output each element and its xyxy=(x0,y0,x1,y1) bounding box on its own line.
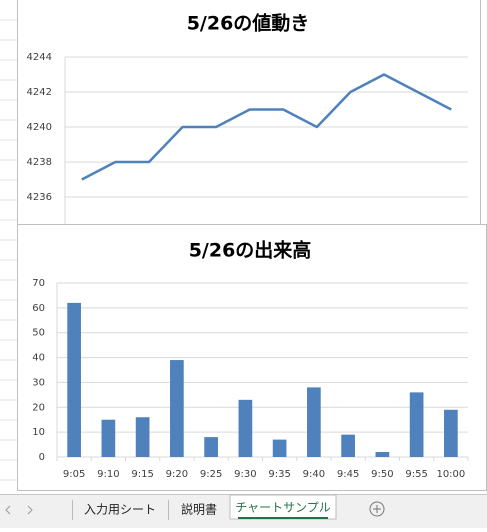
bar xyxy=(204,437,218,457)
prev-sheet[interactable] xyxy=(5,505,11,515)
x-tick-label: 9:20 xyxy=(166,469,188,480)
y-tick-label: 4242 xyxy=(27,87,52,98)
bar xyxy=(135,417,150,457)
x-tick-label: 9:10 xyxy=(97,469,119,480)
x-tick-label: 9:05 xyxy=(63,469,85,480)
bar xyxy=(238,399,253,457)
y-tick-label: 0 xyxy=(39,452,45,463)
y-tick-label: 60 xyxy=(32,303,45,314)
add-sheet[interactable] xyxy=(369,501,385,517)
y-tick-label: 20 xyxy=(32,402,45,413)
bar xyxy=(67,302,81,457)
bar xyxy=(444,409,458,457)
sheet-tab[interactable]: チャートサンプル xyxy=(235,501,331,515)
x-tick-label: 9:15 xyxy=(131,469,153,480)
x-tick-label: 9:55 xyxy=(405,469,427,480)
chart-frame xyxy=(17,0,481,240)
sheet-grid xyxy=(0,19,17,481)
bar xyxy=(170,360,184,457)
chart-title: 5/26の値動き xyxy=(187,13,310,35)
active-tab[interactable] xyxy=(229,494,337,520)
chart-title: 5/26の出来高 xyxy=(189,239,312,262)
tab-bar: 入力用シート 説明書 チャートサンプル xyxy=(0,494,487,528)
x-tick-label: 9:50 xyxy=(371,469,393,480)
price-chart[interactable]: 5/26の値動き 4236 4238 4240 4242 4244 xyxy=(17,0,481,240)
next-sheet[interactable] xyxy=(27,505,33,515)
y-tick-label: 50 xyxy=(32,328,45,339)
bar xyxy=(307,387,321,457)
y-tick-label: 40 xyxy=(32,353,45,364)
x-tick-label: 9:30 xyxy=(234,469,256,480)
bar xyxy=(341,434,355,457)
volume-chart[interactable]: 5/26の出来高 0 10 20 30 40 50 60 70 9:05 9:10 9:15 9:20… xyxy=(17,224,487,491)
x-tick-label: 9:40 xyxy=(303,469,325,480)
y-tick-label: 4236 xyxy=(27,192,52,203)
y-tick-label: 4244 xyxy=(27,52,52,63)
bar xyxy=(375,452,390,457)
sheet-tab[interactable]: 説明書 xyxy=(181,502,217,517)
price-line xyxy=(81,73,452,181)
x-tick-label: 10:00 xyxy=(436,469,465,480)
y-tick-label: 70 xyxy=(32,278,45,289)
y-tick-label: 4238 xyxy=(27,157,52,168)
bar xyxy=(101,419,116,457)
bar xyxy=(409,392,424,457)
sheet-tab[interactable]: 入力用シート xyxy=(84,503,156,517)
x-tick-label: 9:45 xyxy=(337,469,359,480)
bar xyxy=(272,439,287,457)
y-tick-label: 30 xyxy=(32,377,45,388)
x-tick-label: 9:35 xyxy=(268,469,290,480)
y-tick-label: 4240 xyxy=(27,122,52,133)
y-tick-label: 10 xyxy=(32,427,45,438)
x-tick-label: 9:25 xyxy=(200,469,222,480)
